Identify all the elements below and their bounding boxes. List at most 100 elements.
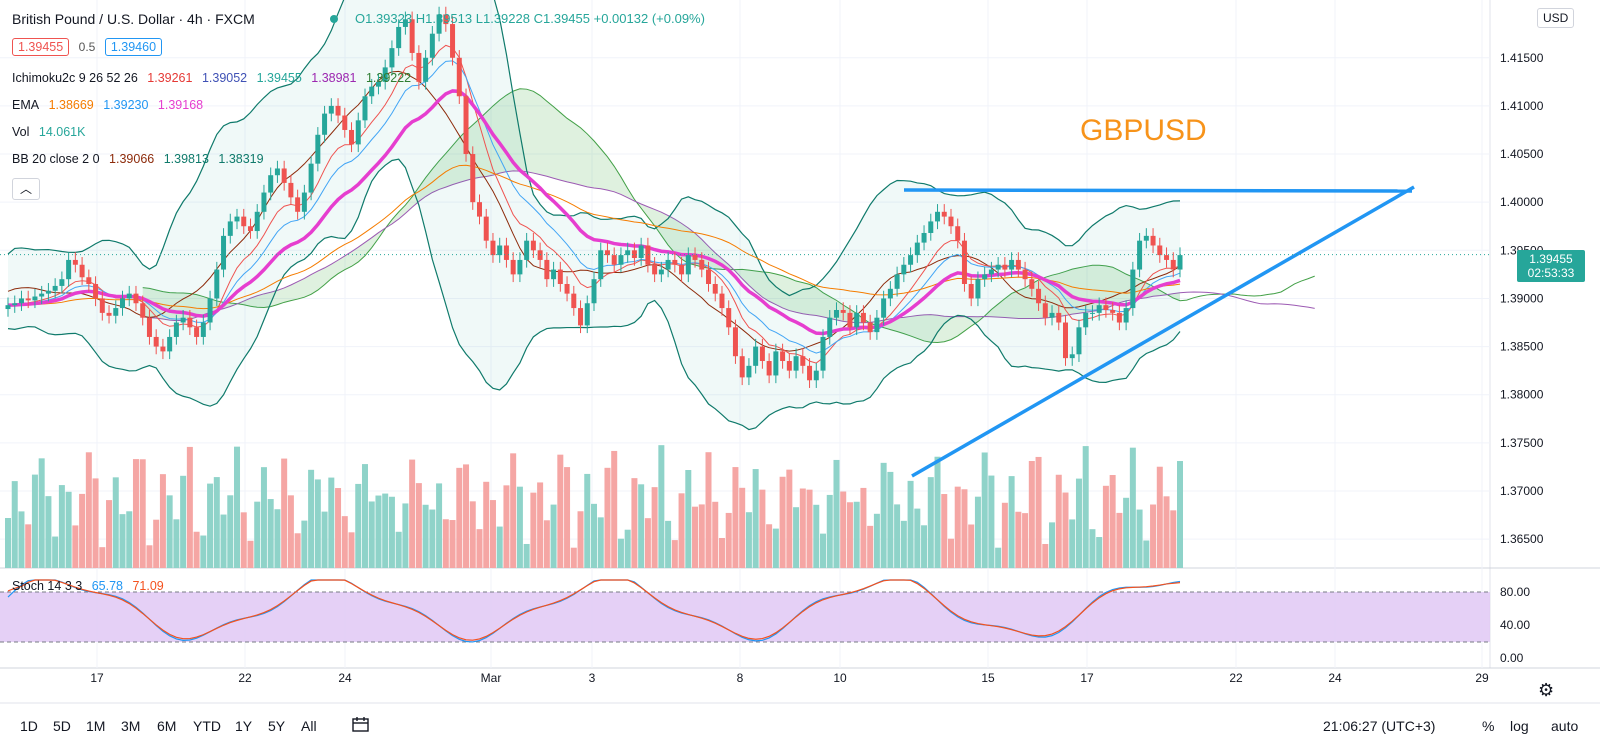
vol-legend[interactable]: Vol 14.061K — [12, 125, 91, 139]
candle-body — [52, 285, 58, 291]
volume-bar — [52, 536, 59, 568]
range-button-3m[interactable]: 3M — [121, 718, 141, 734]
bid-price-button[interactable]: 1.39455 — [12, 38, 70, 56]
volume-bar — [314, 479, 321, 568]
time-tick-label: 17 — [90, 671, 104, 685]
settings-gear-icon[interactable]: ⚙ — [1538, 680, 1555, 700]
volume-bar — [308, 469, 315, 568]
bollinger-upper — [7, 0, 1181, 297]
candle-body — [268, 175, 274, 193]
volume-bar — [1123, 497, 1130, 568]
range-button-ytd[interactable]: YTD — [193, 718, 221, 734]
candle-body — [921, 232, 927, 243]
utc-clock[interactable]: 21:06:27 (UTC+3) — [1323, 718, 1436, 734]
volume-bar — [584, 473, 591, 568]
volume-bar — [516, 486, 523, 568]
candle-body — [490, 240, 496, 256]
range-button-all[interactable]: All — [301, 718, 317, 734]
volume-bar — [72, 525, 79, 568]
currency-button[interactable]: USD — [1537, 8, 1575, 28]
range-button-5d[interactable]: 5D — [53, 718, 71, 734]
volume-bar — [85, 452, 92, 568]
time-tick-label: 24 — [338, 671, 352, 685]
range-button-6m[interactable]: 6M — [157, 718, 177, 734]
bb-v3: 1.38319 — [218, 152, 264, 166]
range-button-5y[interactable]: 5Y — [268, 718, 286, 734]
candle-body — [914, 242, 920, 256]
candle-body — [409, 19, 415, 53]
price-tick-label: 1.39000 — [1500, 291, 1544, 305]
ema-v1: 1.38669 — [48, 98, 94, 112]
date-range-calendar-icon[interactable] — [351, 716, 371, 737]
candle-body — [894, 274, 900, 289]
symbol-title[interactable]: British Pound / U.S. Dollar · 4h · FXCM — [12, 11, 255, 27]
candle-body — [988, 269, 994, 275]
candle-body — [726, 308, 732, 328]
volume-bar — [388, 496, 395, 568]
candle-body — [375, 81, 381, 87]
candle-body — [382, 67, 388, 82]
ema-v2: 1.39230 — [103, 98, 149, 112]
volume-bar — [968, 524, 975, 568]
resistance-trendline — [903, 188, 1413, 193]
candle-body — [530, 240, 536, 251]
volume-bar — [974, 496, 981, 568]
volume-bar — [476, 529, 483, 568]
collapse-legend-button[interactable]: ︿ — [12, 178, 40, 200]
volume-bar — [180, 475, 187, 568]
candle-body — [355, 120, 361, 145]
volume-bar — [1069, 519, 1076, 568]
volume-bar — [604, 467, 611, 568]
candle-body — [1002, 264, 1008, 270]
candle-body — [1009, 259, 1015, 270]
candle-body — [786, 361, 792, 371]
candle-body — [227, 221, 233, 236]
auto-scale-toggle[interactable]: auto — [1551, 718, 1579, 734]
stoch-legend[interactable]: Stoch 14 3 3 65.78 71.09 — [12, 579, 170, 593]
candle-body — [658, 269, 664, 275]
candle-body — [941, 211, 947, 217]
candle-body — [396, 26, 402, 49]
candle-body — [342, 115, 348, 130]
ichimoku-legend[interactable]: Ichimoku2c 9 26 52 26 1.39261 1.39052 1.… — [12, 71, 417, 85]
candle-body — [402, 19, 408, 27]
volume-bar — [207, 483, 214, 568]
candle-body — [247, 226, 253, 232]
volume-bar — [287, 495, 294, 568]
bb-legend[interactable]: BB 20 close 2 0 1.39066 1.39813 1.38319 — [12, 152, 270, 166]
volume-bar — [1177, 461, 1183, 568]
volume-bar — [1102, 485, 1109, 568]
volume-bar — [409, 459, 416, 568]
volume-bar — [382, 493, 389, 568]
candle-body — [1042, 303, 1048, 318]
range-button-1d[interactable]: 1D — [20, 718, 38, 734]
volume-bar — [577, 511, 584, 568]
candle-body — [483, 216, 489, 241]
range-button-1m[interactable]: 1M — [86, 718, 106, 734]
percent-scale-toggle[interactable]: % — [1482, 718, 1495, 734]
candle-body — [692, 255, 698, 260]
market-status-dot — [330, 11, 338, 27]
volume-bar — [422, 504, 429, 568]
ema-legend[interactable]: EMA 1.38669 1.39230 1.39168 — [12, 98, 209, 112]
volume-bar — [153, 519, 160, 568]
stoch-d-line — [7, 579, 1181, 641]
volume-bar — [880, 462, 887, 568]
volume-bar — [328, 477, 335, 568]
volume-bar — [429, 509, 436, 568]
ask-price-button[interactable]: 1.39460 — [104, 38, 163, 56]
stoch-d: 71.09 — [132, 579, 164, 593]
candle-body — [901, 264, 907, 275]
gbpusd-annotation[interactable]: GBPUSD — [1080, 114, 1207, 147]
volume-bar — [1049, 522, 1056, 568]
candle-body — [847, 312, 853, 328]
volume-bar — [759, 489, 766, 568]
candle-body — [1069, 354, 1075, 359]
stoch-name: Stoch 14 3 3 — [12, 579, 83, 593]
range-button-1y[interactable]: 1Y — [235, 718, 253, 734]
volume-bar — [173, 519, 180, 568]
log-scale-toggle[interactable]: log — [1510, 718, 1529, 734]
volume-bar — [321, 511, 328, 568]
volume-bar — [799, 488, 806, 568]
